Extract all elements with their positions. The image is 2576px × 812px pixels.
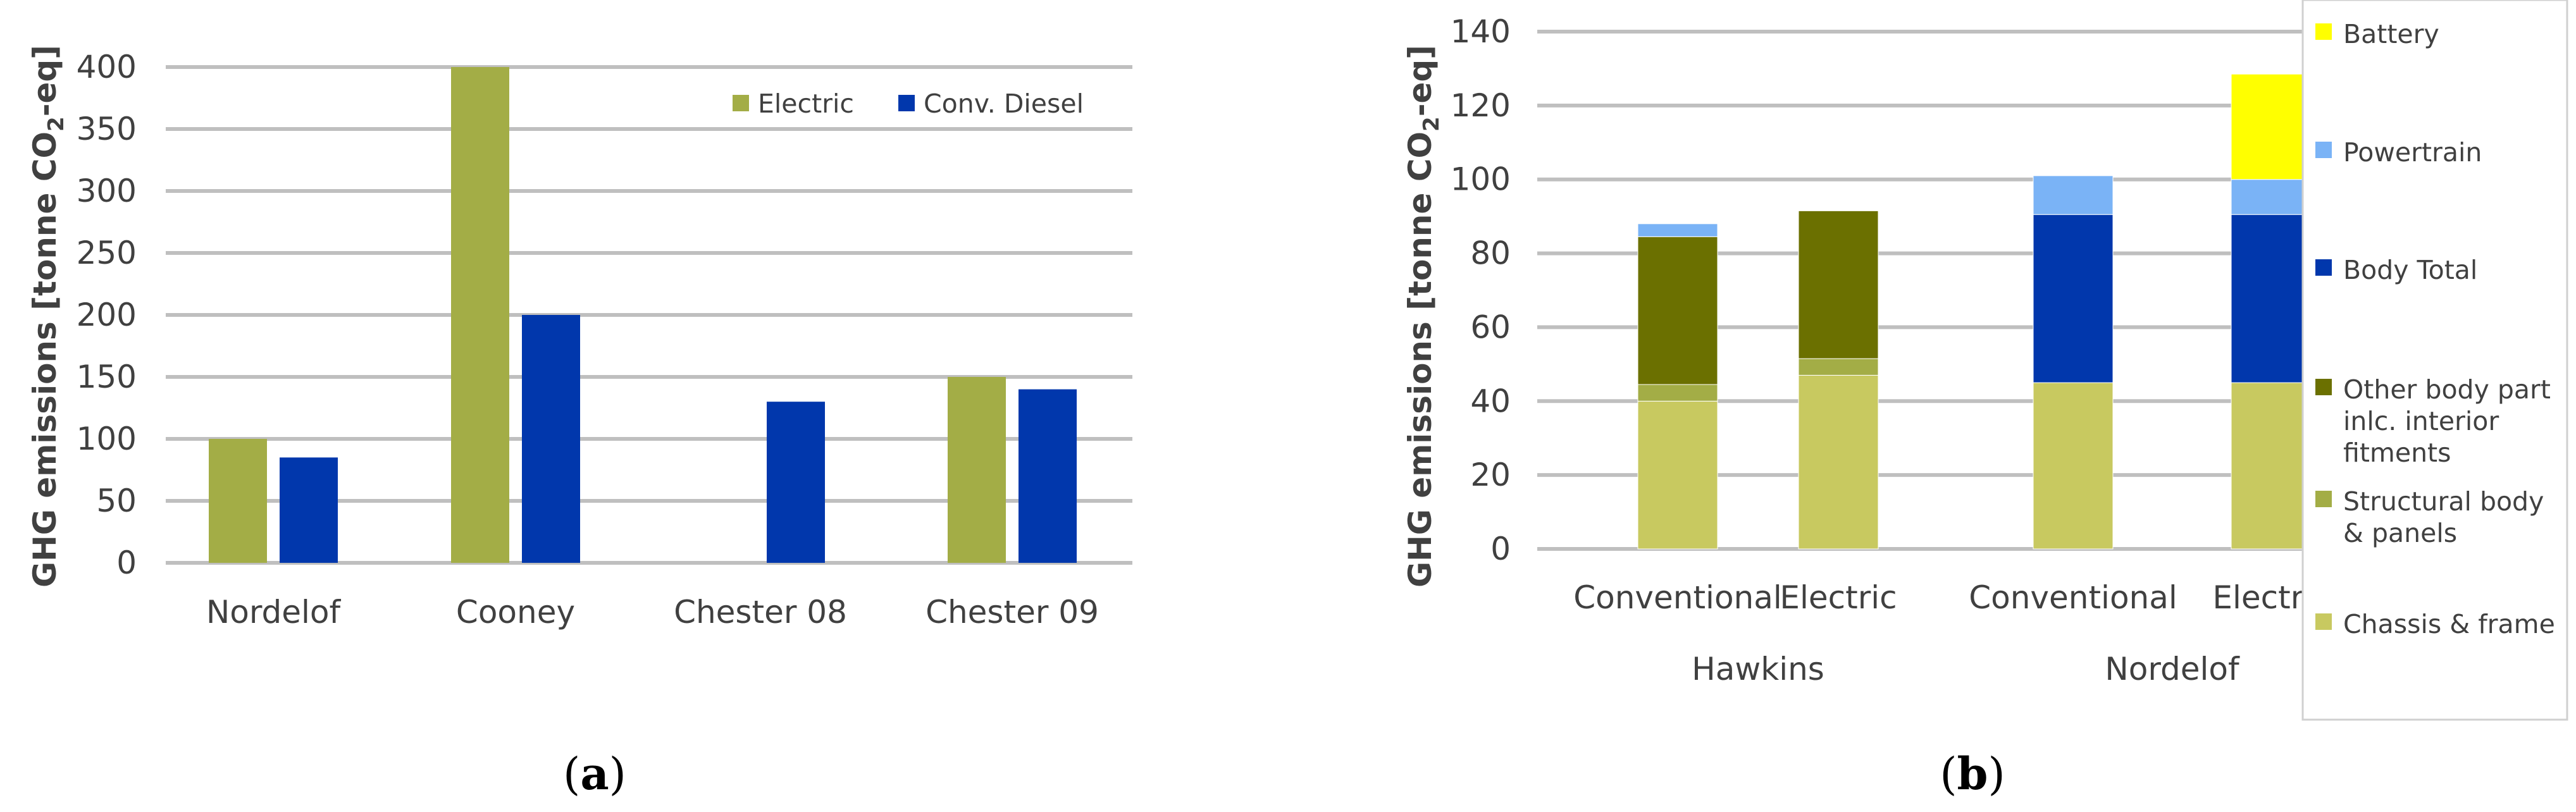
chart-a-x-tick-labels: Nordelof Cooney Chester 08 Chester 09 bbox=[206, 594, 1099, 631]
legend-label-other-body-part: Other body part inlc. interior fitments bbox=[2343, 374, 2551, 468]
y-tick-label: 200 bbox=[77, 297, 137, 333]
chart-a-bars bbox=[209, 67, 1077, 563]
x-tick-label: Conventional bbox=[1573, 579, 1782, 616]
y-tick-label: 100 bbox=[1451, 161, 1511, 198]
legend-item-battery: Battery bbox=[2315, 19, 2439, 49]
legend-item-structural-body: Structural body & panels bbox=[2315, 486, 2544, 548]
legend-swatch-electric bbox=[733, 95, 749, 111]
legend-swatch-body-total bbox=[2315, 259, 2332, 276]
legend-item-powertrain: Powertrain bbox=[2315, 137, 2482, 168]
y-tick-label: 120 bbox=[1451, 87, 1511, 124]
x-tick-label: Chester 09 bbox=[926, 594, 1099, 631]
legend-item-chassis-frame: Chassis & frame bbox=[2315, 609, 2555, 639]
bar-conv-diesel-nordelof bbox=[280, 457, 338, 563]
legend-label-chassis-frame: Chassis & frame bbox=[2343, 609, 2555, 639]
group-label-hawkins: Hawkins bbox=[1692, 651, 1824, 687]
bar-segment-chassis-frame-3 bbox=[2033, 382, 2114, 550]
chart-b-y-axis-label: GHG emissions [tonne CO2-eq] bbox=[1402, 45, 1444, 587]
group-label-nordelof: Nordelof bbox=[2105, 651, 2240, 687]
legend-swatch-structural-body bbox=[2315, 491, 2332, 507]
chart-b-legend-box bbox=[2301, 0, 2568, 721]
bar-segment-powertrain-1 bbox=[1637, 223, 1718, 237]
y-tick-label: 350 bbox=[77, 111, 137, 147]
y-tick-label: 140 bbox=[1451, 13, 1511, 50]
y-tick-label: 0 bbox=[116, 544, 137, 581]
legend-label-conv-diesel: Conv. Diesel bbox=[924, 89, 1084, 119]
y-tick-label: 60 bbox=[1470, 309, 1511, 345]
legend-swatch-chassis-frame bbox=[2315, 613, 2332, 630]
bar-electric-cooney bbox=[451, 67, 509, 563]
chart-b-y-tick-labels: 0 20 40 60 80 100 120 140 bbox=[1451, 13, 1511, 567]
x-tick-label: Cooney bbox=[456, 594, 575, 631]
y-tick-label: 300 bbox=[77, 173, 137, 209]
bar-segment-chassis-frame-1 bbox=[1637, 400, 1718, 550]
y-tick-label: 100 bbox=[77, 421, 137, 457]
y-tick-label: 150 bbox=[77, 359, 137, 395]
bar-segment-structural-body-panels-1 bbox=[1637, 384, 1718, 402]
bar-electric-nordelof bbox=[209, 439, 267, 563]
legend-swatch-conv-diesel bbox=[898, 95, 915, 111]
chart-a-y-tick-labels: 0 50 100 150 200 250 300 350 400 bbox=[77, 49, 137, 581]
x-tick-label: Chester 08 bbox=[674, 594, 847, 631]
bar-conv-diesel-chester-09 bbox=[1019, 389, 1077, 563]
chart-b-group-labels: Hawkins Nordelof bbox=[1692, 651, 2240, 687]
bar-segment-chassis-frame-4 bbox=[2231, 382, 2312, 550]
bar-segment-chassis-frame-2 bbox=[1798, 374, 1879, 550]
chart-a: 0 50 100 150 200 250 300 350 400 Nordelof Cooney C… bbox=[27, 45, 1132, 800]
y-tick-label: 0 bbox=[1490, 531, 1511, 567]
legend-label-battery: Battery bbox=[2343, 19, 2439, 49]
bar-segment-battery-4 bbox=[2231, 73, 2312, 180]
legend-item-body-total: Body Total bbox=[2315, 255, 2477, 285]
x-tick-label: Conventional bbox=[1969, 579, 2177, 616]
y-tick-label: 80 bbox=[1470, 235, 1511, 272]
bar-segment-powertrain-4 bbox=[2231, 179, 2312, 215]
bar-segment-other-body-part-inlc-interior-fitments-1 bbox=[1637, 236, 1718, 385]
bar-electric-chester-09 bbox=[948, 377, 1006, 563]
legend-label-body-total: Body Total bbox=[2343, 255, 2477, 285]
bar-conv-diesel-cooney bbox=[522, 315, 580, 563]
chart-a-caption: (a) bbox=[563, 747, 626, 800]
y-tick-label: 250 bbox=[77, 235, 137, 271]
chart-b-bars bbox=[1637, 73, 2312, 550]
legend-label-structural-body: Structural body & panels bbox=[2343, 486, 2544, 548]
bar-segment-other-body-part-inlc-interior-fitments-2 bbox=[1798, 210, 1879, 359]
chart-a-y-axis-label: GHG emissions [tonne CO2-eq] bbox=[27, 45, 69, 587]
x-tick-label: Electric bbox=[1780, 579, 1897, 616]
bar-segment-powertrain-3 bbox=[2033, 175, 2114, 215]
y-tick-label: 40 bbox=[1470, 383, 1511, 419]
chart-b-caption: (b) bbox=[1940, 747, 2005, 800]
bar-segment-structural-body-panels-2 bbox=[1798, 358, 1879, 376]
legend-label-powertrain: Powertrain bbox=[2343, 137, 2482, 168]
bar-segment-body-total-3 bbox=[2033, 214, 2114, 383]
legend-label-electric: Electric bbox=[758, 89, 854, 119]
chart-a-legend: Electric Conv. Diesel bbox=[733, 89, 1084, 119]
legend-swatch-powertrain bbox=[2315, 142, 2332, 158]
bar-conv-diesel-chester-08 bbox=[767, 402, 825, 563]
y-tick-label: 20 bbox=[1470, 457, 1511, 493]
y-tick-label: 50 bbox=[96, 483, 137, 519]
bar-segment-body-total-4 bbox=[2231, 214, 2312, 383]
x-tick-label: Nordelof bbox=[206, 594, 342, 631]
legend-item-other-body-part: Other body part inlc. interior fitments bbox=[2315, 374, 2551, 468]
legend-swatch-battery bbox=[2315, 23, 2332, 40]
legend-swatch-other-body-part bbox=[2315, 379, 2332, 395]
y-tick-label: 400 bbox=[77, 49, 137, 85]
